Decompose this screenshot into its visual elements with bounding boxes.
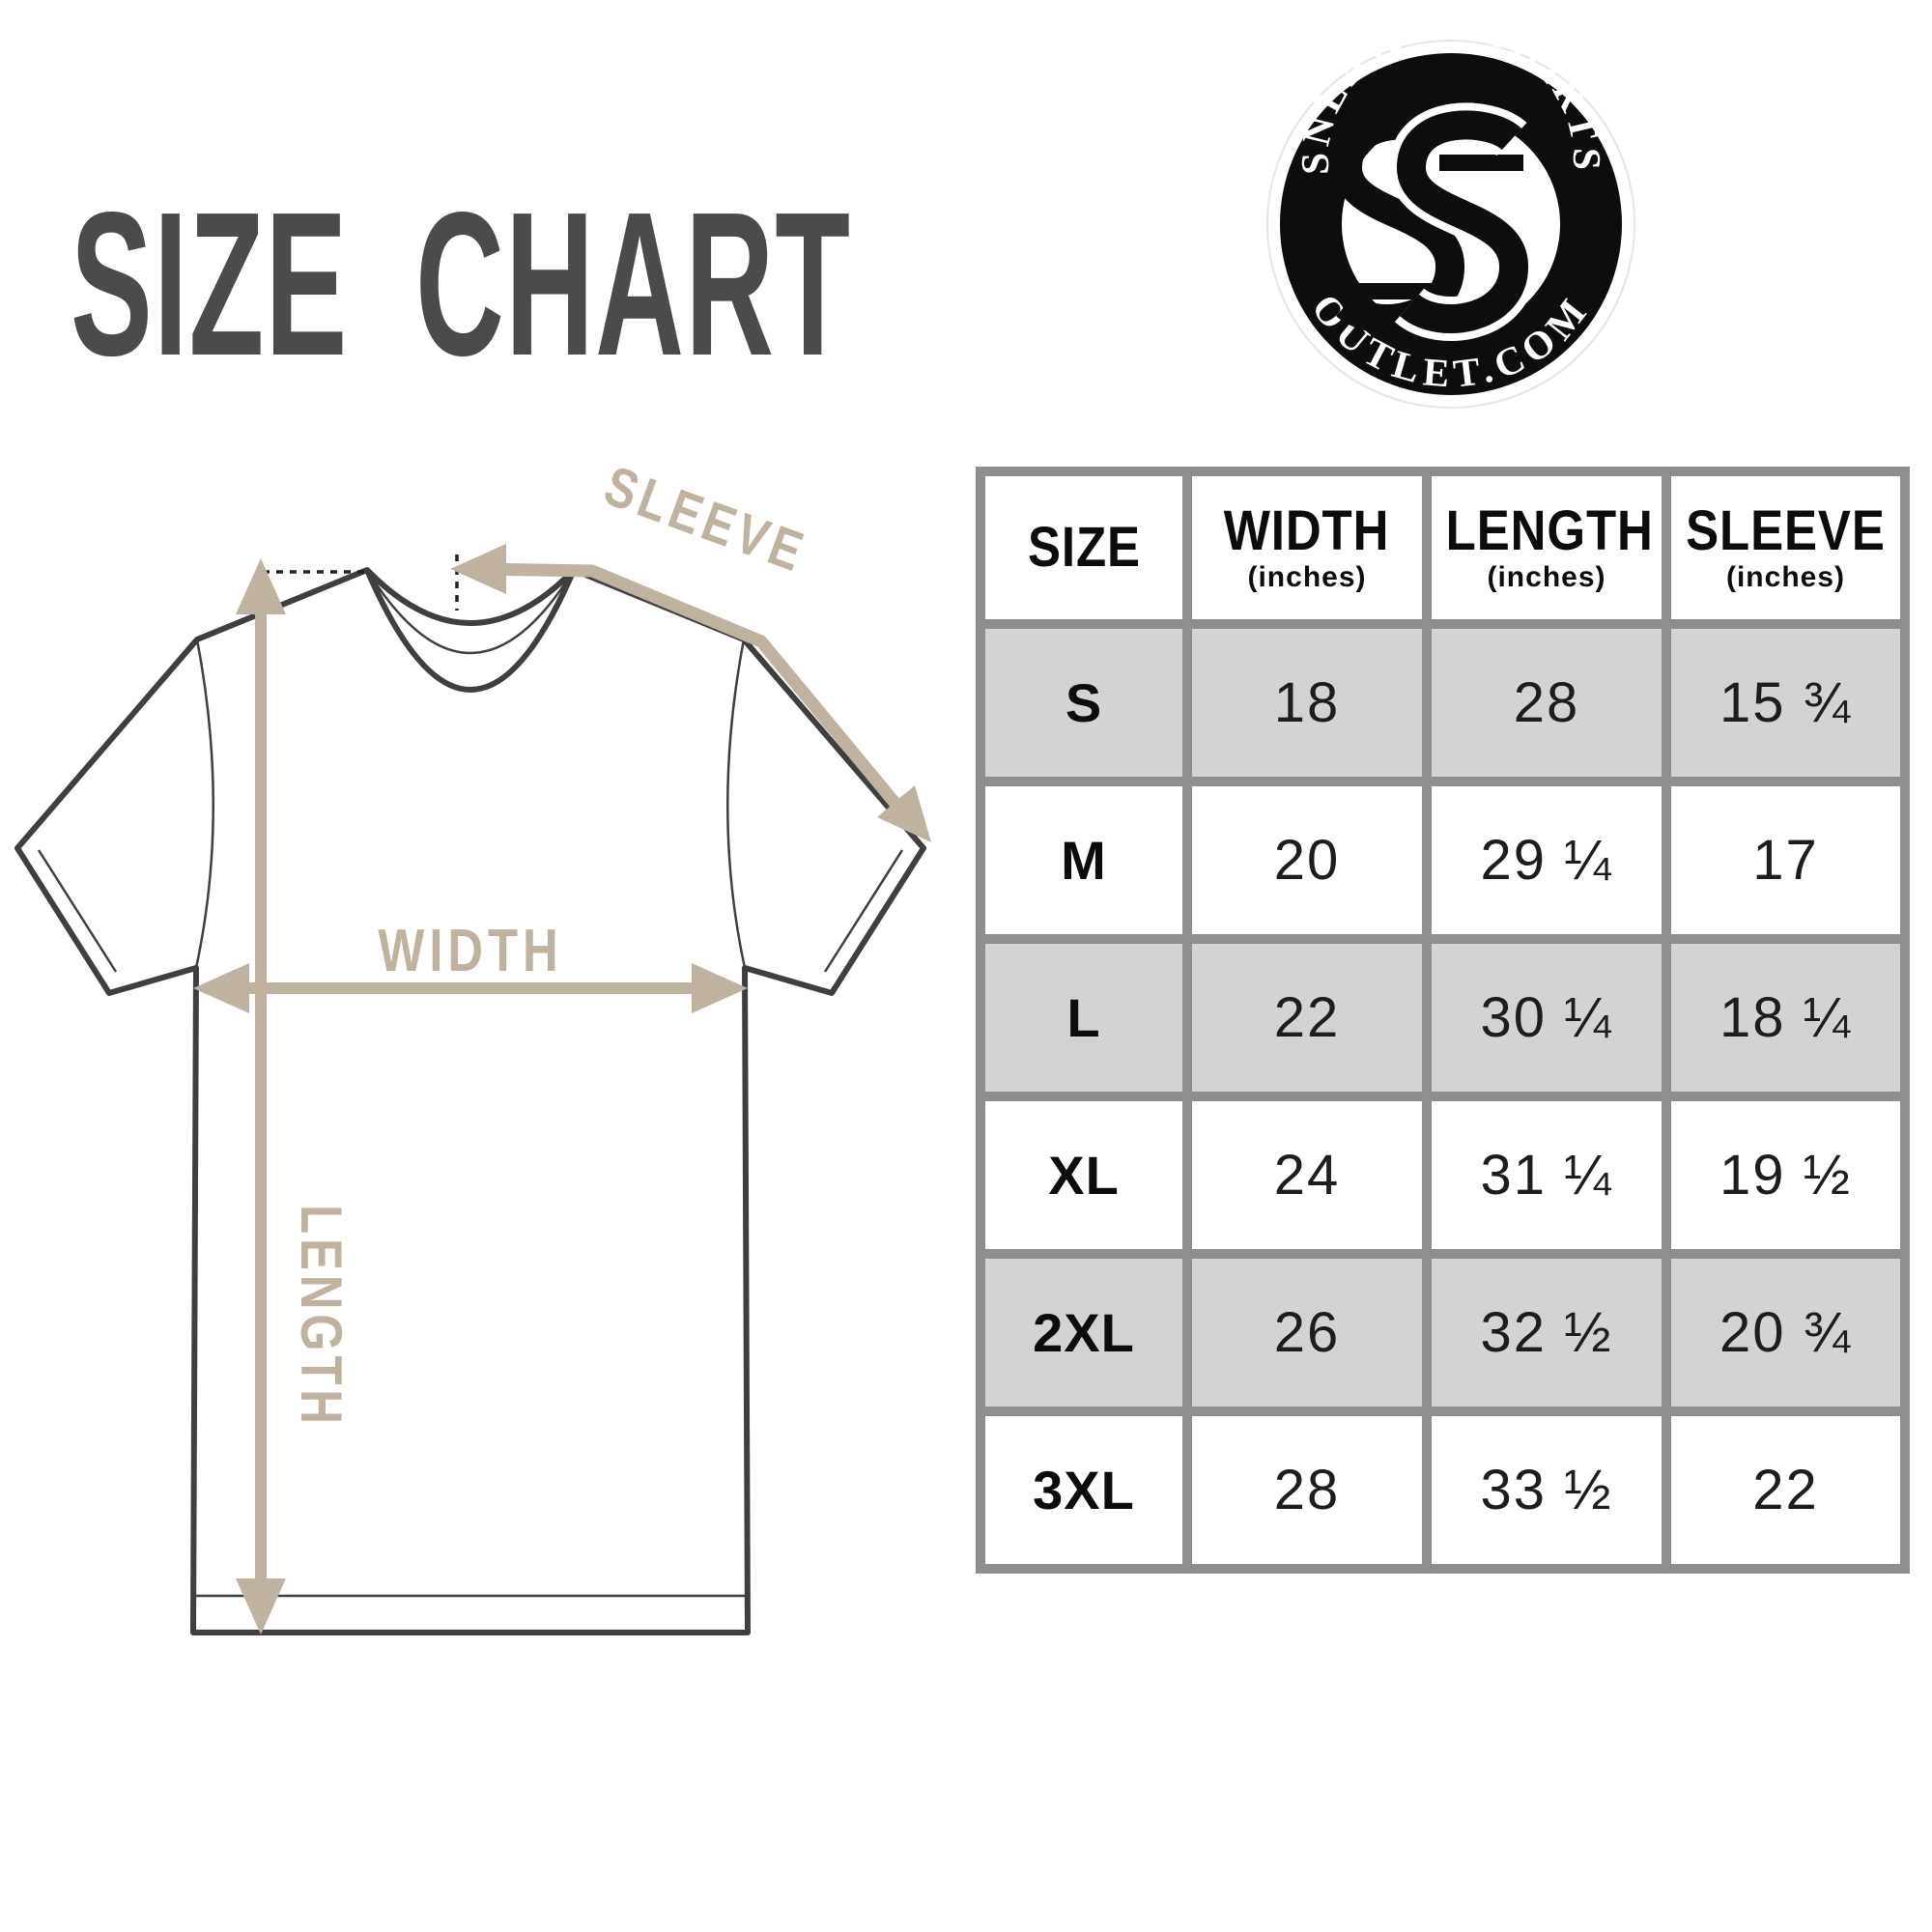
table-row-xl: XL 24 31 ¼ 19 ½ <box>976 1092 1910 1259</box>
size-cell: 3XL <box>976 1406 1192 1574</box>
size-cell: L <box>976 934 1192 1101</box>
width-cell: 24 <box>1182 1092 1432 1259</box>
page-title: SIZE CHART <box>71 169 852 398</box>
width-cell: 20 <box>1182 777 1432 944</box>
table-row-2xl: 2XL 26 32 ½ 20 ¾ <box>976 1249 1910 1416</box>
sleeve-cell: 20 ¾ <box>1662 1249 1910 1416</box>
sleeve-label: SLEEVE <box>597 455 815 585</box>
header-sleeve-unit: (inches) <box>1725 560 1846 593</box>
length-cell: 28 <box>1422 619 1671 786</box>
length-cell: 29 ¼ <box>1422 777 1671 944</box>
sneaker-shirts-outlet-logo: SNEAKER SHIRTS OUTLET.COM <box>1266 39 1635 409</box>
header-width: WIDTH (inches) <box>1182 467 1432 629</box>
sleeve-cell: 17 <box>1662 777 1910 944</box>
header-sleeve: SLEEVE (inches) <box>1662 467 1910 629</box>
header-length: LENGTH (inches) <box>1422 467 1671 629</box>
size-cell: 2XL <box>976 1249 1192 1416</box>
length-cell: 31 ¼ <box>1422 1092 1671 1259</box>
width-cell: 28 <box>1182 1406 1432 1574</box>
table-row-m: M 20 29 ¼ 17 <box>976 777 1910 944</box>
sleeve-arrow <box>450 544 931 842</box>
sleeve-cell: 18 ¼ <box>1662 934 1910 1101</box>
width-cell: 22 <box>1182 934 1432 1101</box>
length-cell: 32 ½ <box>1422 1249 1671 1416</box>
width-arrow <box>193 963 748 1013</box>
guide-dashed-lines <box>263 554 459 611</box>
header-length-label: LENGTH <box>1445 499 1654 563</box>
size-table-header-row: SIZE WIDTH (inches) LENGTH (inches) SLEE… <box>976 467 1910 629</box>
size-cell: XL <box>976 1092 1192 1259</box>
length-arrow <box>236 558 286 1634</box>
width-cell: 26 <box>1182 1249 1432 1416</box>
length-label: LENGTH <box>289 1205 355 1429</box>
table-row-s: S 18 28 15 ¾ <box>976 619 1910 786</box>
size-cell: M <box>976 777 1192 944</box>
tshirt-outline-icon <box>14 567 926 1635</box>
width-label: WIDTH <box>378 918 562 984</box>
length-cell: 33 ½ <box>1422 1406 1671 1574</box>
table-row-l: L 22 30 ¼ 18 ¼ <box>976 934 1910 1101</box>
ss-monogram-icon <box>1333 102 1536 341</box>
size-cell: S <box>976 619 1192 786</box>
width-cell: 18 <box>1182 619 1432 786</box>
header-width-unit: (inches) <box>1247 560 1367 593</box>
header-length-unit: (inches) <box>1487 560 1606 593</box>
length-cell: 30 ¼ <box>1422 934 1671 1101</box>
table-row-3xl: 3XL 28 33 ½ 22 <box>976 1406 1910 1574</box>
size-table: SIZE WIDTH (inches) LENGTH (inches) SLEE… <box>976 467 1910 1574</box>
sleeve-cell: 19 ½ <box>1662 1092 1910 1259</box>
header-size: SIZE <box>976 467 1192 629</box>
header-width-label: WIDTH <box>1224 499 1390 563</box>
sleeve-cell: 15 ¾ <box>1662 619 1910 786</box>
header-sleeve-label: SLEEVE <box>1686 499 1886 563</box>
sleeve-cell: 22 <box>1662 1406 1910 1574</box>
header-size-label: SIZE <box>1027 515 1141 579</box>
